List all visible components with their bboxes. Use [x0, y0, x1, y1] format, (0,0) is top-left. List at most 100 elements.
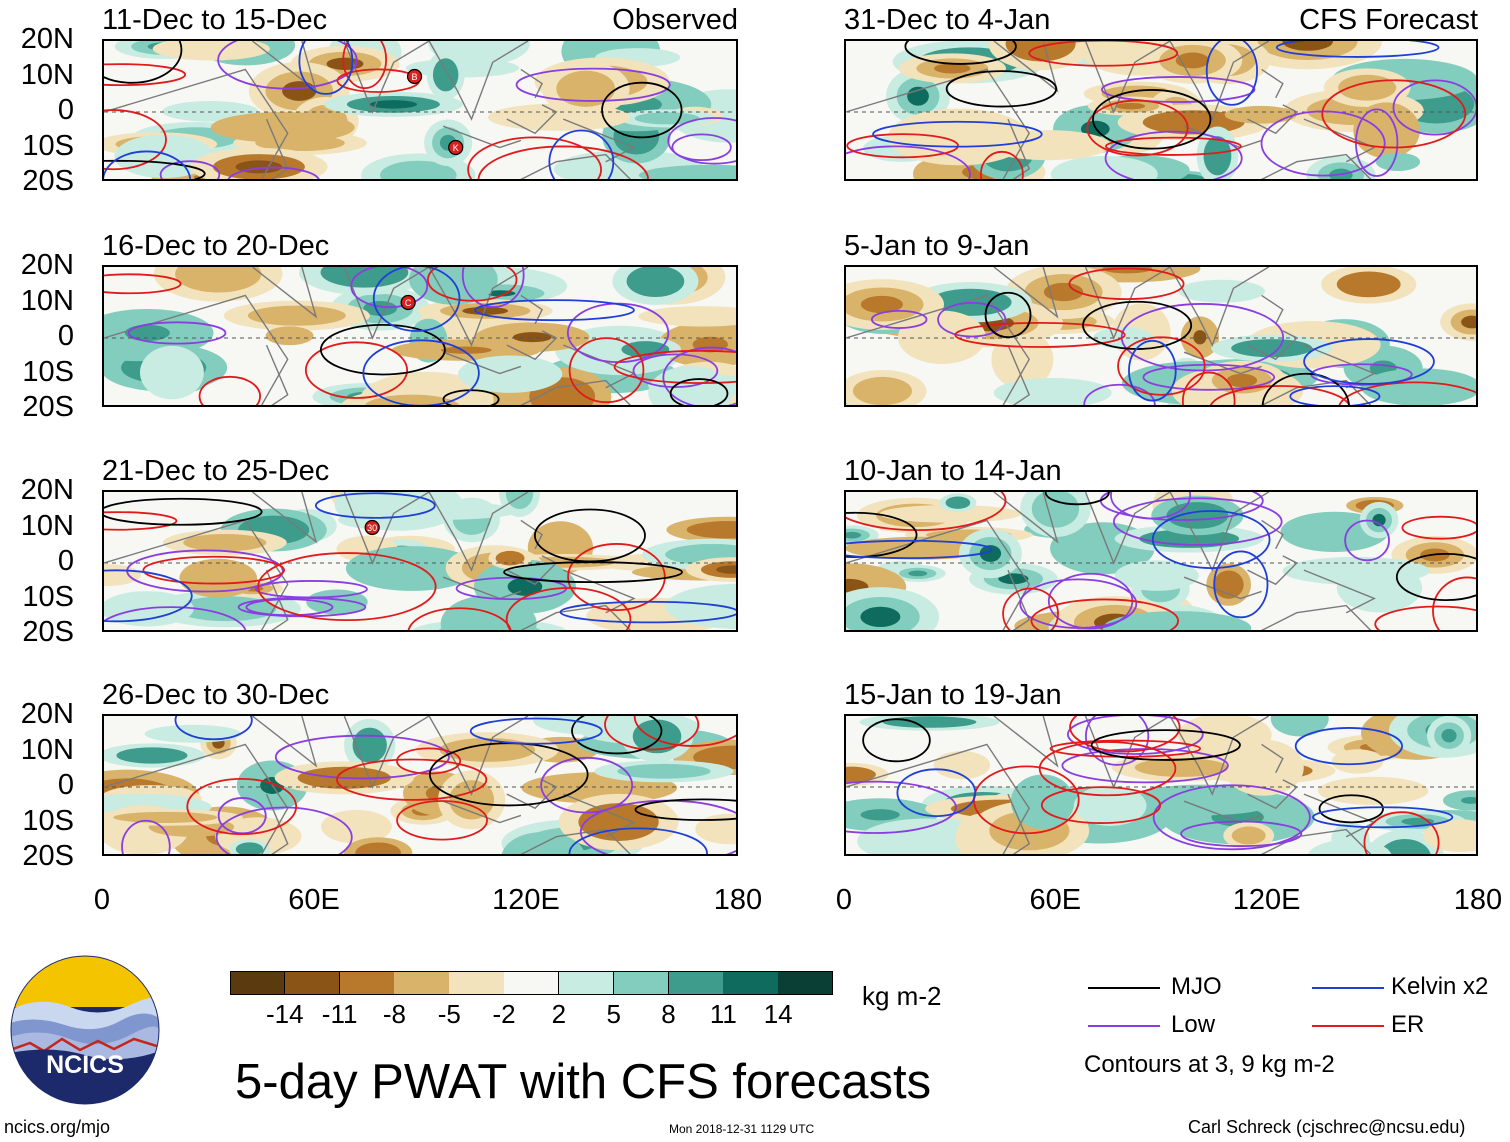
observed-panel-1-low-contour	[667, 117, 736, 165]
forecast-panel-1-low-contour	[1100, 76, 1256, 103]
forecast-panel-2-low-contour	[937, 301, 1007, 338]
observed-panel-1-kelvin-contour	[104, 150, 192, 179]
colorbar-tick-label: 14	[763, 999, 793, 1029]
observed-panel-4-kelvin-contour	[568, 827, 708, 854]
observed-panel-4-er-contour	[336, 758, 488, 801]
forecast-panel-2-coastline	[1261, 294, 1284, 325]
forecast-panel-2-anomaly-patch	[1193, 330, 1207, 345]
forecast-panel-3-coastline	[1183, 576, 1262, 600]
observed-panel-3-coastline	[428, 492, 529, 572]
observed-panel-2-anomaly-patch	[364, 394, 460, 405]
lat-label-10s: 10S	[22, 580, 74, 613]
forecast-panel-4-low-contour	[1180, 820, 1303, 847]
observed-panel-2-anomaly-patch	[409, 267, 498, 305]
observed-panel-4-anomaly-patch	[355, 842, 402, 854]
forecast-panel-2-coastline	[1169, 267, 1270, 347]
forecast-panel-3-coastline	[1303, 569, 1376, 614]
forecast-panel-1-kelvin-contour	[1275, 41, 1440, 58]
observed-panel-2-er-contour	[568, 337, 645, 404]
observed-panel-4-low-contour	[121, 819, 171, 854]
legend-mjo-line	[1088, 987, 1160, 989]
observed-panel-1-low-contour	[227, 166, 320, 179]
observed-panel-3-anomaly-patch	[665, 583, 736, 629]
forecast-panel-4-anomaly-patch	[933, 751, 991, 780]
lat-label-10s: 10S	[22, 129, 74, 162]
forecast-panel-1-anomaly-patch	[1375, 152, 1421, 172]
forecast-panel-4-anomaly-patch	[1231, 826, 1266, 845]
forecast-panel-3-anomaly-patch	[908, 570, 928, 577]
observed-panel-3-er-contour	[407, 607, 512, 630]
forecast-panel-3-anomaly-patch	[979, 545, 1002, 562]
forecast-panel-4-coastline	[1183, 800, 1262, 824]
forecast-panel-2-anomaly-patch	[993, 378, 1112, 405]
forecast-panel-3-low-contour	[1019, 578, 1138, 629]
observed-panel-2-anomaly-patch	[440, 346, 492, 354]
observed-panel-4-er-contour	[396, 800, 488, 841]
observed-panel-3-er-contour	[257, 552, 437, 622]
forecast-panel-1-coastline	[1247, 104, 1298, 135]
observed-panel-4-title: 26-Dec to 30-Dec	[102, 679, 330, 711]
colorbar-swatch	[558, 971, 615, 995]
forecast-panel-1-low-contour	[1392, 79, 1476, 136]
observed-panel-4-coastline	[251, 716, 318, 768]
observed-panel-1-anomaly-patch	[662, 168, 736, 179]
forecast-panel-4-anomaly-patch	[1379, 838, 1431, 854]
forecast-panel-4-kelvin-contour	[896, 768, 977, 817]
ncics-logo: NCICS	[10, 955, 160, 1105]
forecast-panel-3-coastline	[1007, 569, 1031, 630]
observed-panel-1-er-contour	[342, 41, 388, 90]
observed-panel-2-kelvin-contour	[372, 267, 461, 332]
lat-label-20n: 20N	[20, 474, 74, 506]
footer-url[interactable]: ncics.org/mjo	[4, 1117, 111, 1137]
forecast-panel-2-title: 5-Jan to 9-Jan	[844, 230, 1030, 262]
forecast-panel-1-er-contour	[1321, 79, 1467, 149]
colorbar-frame	[230, 971, 833, 995]
observed-panel-2-anomaly-patch	[139, 345, 204, 400]
legend-low-line	[1088, 1025, 1160, 1027]
forecast-panel-2-coastline	[846, 294, 1031, 405]
observed-panel-2-storm-marker: C	[400, 294, 416, 311]
forecast-panel-1-coastline	[993, 41, 1059, 93]
lat-label-10n: 10N	[20, 284, 74, 317]
observed-panel-1-anomaly-patch	[234, 117, 331, 138]
forecast-panel-1-mjo-contour	[1092, 89, 1212, 150]
forecast-panel-4-kelvin-contour	[1294, 727, 1404, 766]
observed-panel-3-coastline	[520, 604, 632, 630]
forecast-panel-4-anomaly-patch	[1270, 716, 1329, 737]
forecast-panel-1-anomaly-patch	[1353, 102, 1420, 159]
observed-panel-4-low-contour	[540, 756, 634, 814]
forecast-panel-2-low-contour	[870, 310, 928, 329]
observed-panel-3-er-contour	[142, 555, 286, 585]
observed-panel-2-er-contour	[613, 349, 736, 384]
observed-panel-4-map	[102, 714, 738, 856]
forecast-panel-1-kelvin-contour	[1205, 41, 1258, 106]
observed-lon-label-60e: 60E	[288, 884, 340, 916]
observed-panel-1-low-contour	[671, 133, 732, 162]
colorbar-units: kg m-2	[862, 981, 942, 1011]
forecast-panel-4-low-contour	[1152, 784, 1311, 851]
observed-panel-4-anomaly-patch	[632, 719, 682, 754]
forecast-lon-label-120e: 120E	[1232, 884, 1301, 916]
forecast-panel-1-title: 31-Dec to 4-Jan	[844, 4, 1051, 36]
forecast-panel-4-anomaly-patch	[1134, 758, 1228, 777]
observed-panel-1-coastline	[442, 125, 522, 149]
observed-panel-3-anomaly-patch	[345, 546, 478, 591]
forecast-panel-2-kelvin-contour	[1128, 339, 1177, 402]
observed-panel-2-anomaly-patch	[512, 332, 552, 343]
colorbar-tick-label: -5	[437, 999, 461, 1029]
forecast-panel-1-anomaly-patch	[1203, 136, 1232, 176]
observed-panel-4-coastline	[265, 793, 289, 854]
forecast-panel-3-coastline	[1169, 492, 1270, 572]
legend-low-label: Low	[1171, 1011, 1216, 1038]
legend-er-line	[1312, 1025, 1384, 1027]
observed-panel-2-map: C	[102, 265, 738, 407]
forecast-panel-2-anomaly-patch	[852, 376, 912, 405]
figure-title: 5-day PWAT with CFS forecasts	[235, 1055, 932, 1109]
colorbar-swatch	[613, 971, 670, 995]
forecast-panel-2-kelvin-contour	[1289, 385, 1381, 405]
observed-panel-2-low-contour	[632, 353, 719, 388]
colorbar-swatch	[449, 971, 505, 995]
forecast-panel-3-er-contour	[1002, 587, 1059, 630]
colorbar-swatch	[778, 971, 834, 995]
observed-panel-3-anomaly-patch	[505, 492, 534, 510]
